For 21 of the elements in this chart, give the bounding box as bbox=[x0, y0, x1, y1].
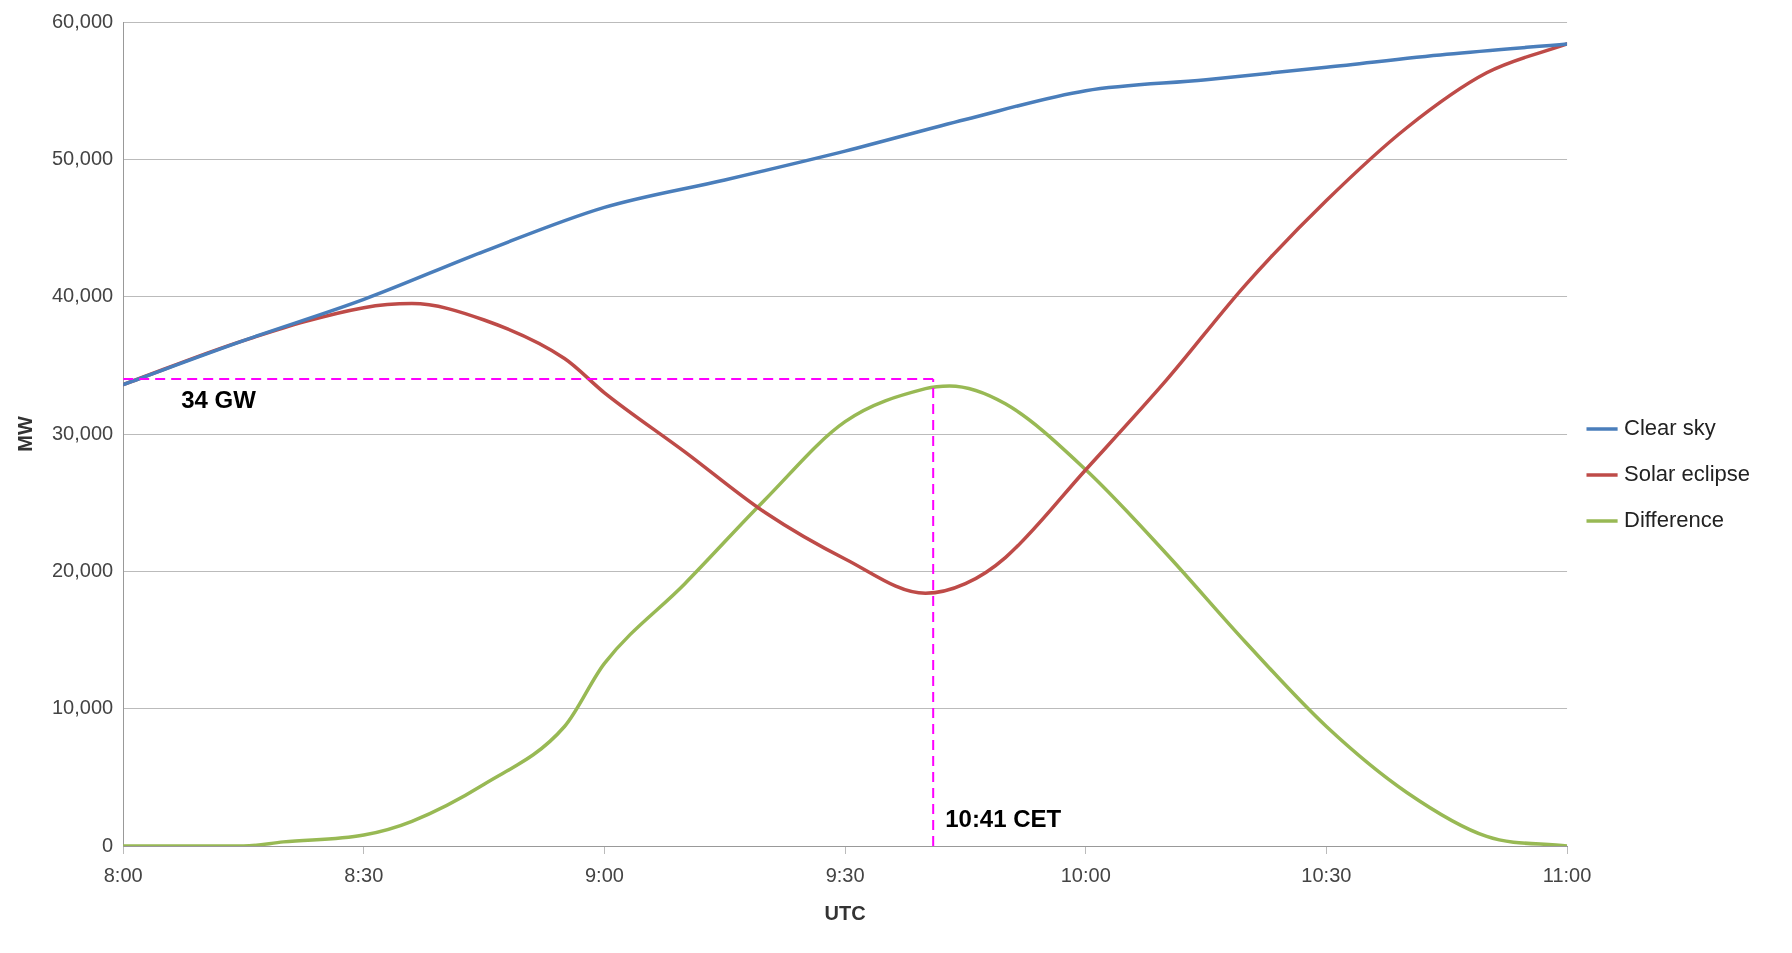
ref-line-label: 10:41 CET bbox=[945, 804, 1062, 832]
y-tick-label: 0 bbox=[102, 833, 114, 856]
legend-label: Clear sky bbox=[1624, 415, 1716, 441]
x-tick-label: 9:30 bbox=[825, 863, 865, 886]
y-tick-label: 50,000 bbox=[52, 146, 114, 169]
y-tick-label: 40,000 bbox=[52, 284, 114, 307]
x-tick-label: 9:00 bbox=[585, 863, 624, 886]
x-tick-label: 11:00 bbox=[1542, 863, 1592, 886]
x-axis-title: UTC bbox=[824, 901, 866, 924]
y-axis-title: MW bbox=[13, 416, 36, 452]
y-tick-label: 30,000 bbox=[52, 421, 114, 444]
x-tick-label: 8:00 bbox=[103, 863, 143, 886]
ref-line-label: 34 GW bbox=[181, 385, 257, 413]
y-tick-label: 60,000 bbox=[52, 9, 114, 32]
legend-label: Solar eclipse bbox=[1624, 461, 1750, 487]
x-tick-label: 10:00 bbox=[1060, 863, 1111, 886]
legend-label: Difference bbox=[1624, 507, 1724, 533]
x-tick-label: 10:30 bbox=[1301, 863, 1352, 886]
y-tick-label: 20,000 bbox=[52, 558, 114, 581]
y-tick-label: 10,000 bbox=[52, 696, 114, 719]
x-tick-label: 8:30 bbox=[344, 863, 384, 886]
